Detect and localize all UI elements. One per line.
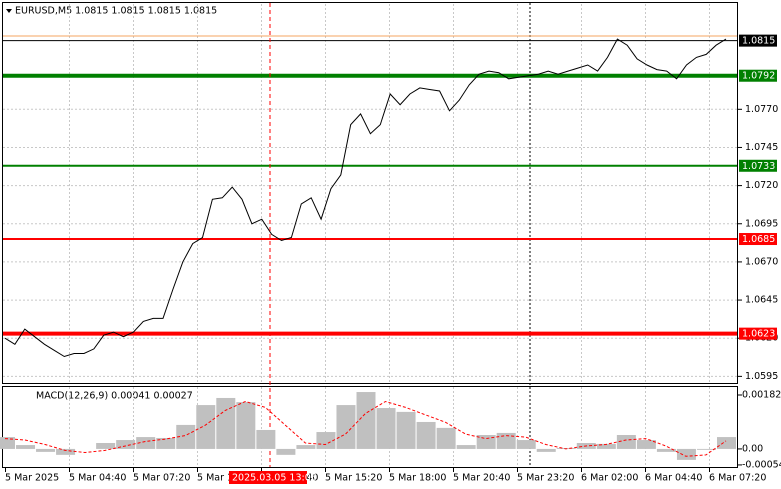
y-tick-label: 0.00 — [742, 443, 763, 454]
macd-bar — [596, 443, 616, 449]
macd-bar — [196, 405, 216, 449]
y-tick-label: 1.0695 — [745, 218, 778, 229]
macd-bar — [656, 448, 676, 452]
macd-bar — [136, 437, 156, 449]
macd-bar — [717, 437, 736, 449]
level-label: 1.0685 — [739, 233, 777, 246]
cursor-label-bg — [229, 471, 307, 484]
level-label-bg — [739, 233, 777, 246]
x-tick-label: 5 Mar 20:40 — [453, 473, 510, 484]
macd-bar — [276, 448, 296, 455]
level-label-text: 1.0623 — [742, 329, 775, 340]
macd-bar — [216, 397, 236, 449]
macd-bar — [56, 448, 76, 455]
macd-bar — [156, 437, 176, 449]
macd-bar — [176, 424, 196, 449]
level-label-bg — [739, 34, 777, 47]
chart-title: EURUSD,M5 1.0815 1.0815 1.0815 1.0815 — [15, 6, 217, 17]
level-label: 1.0623 — [739, 327, 777, 340]
x-tick-label: 5 Mar 2025 — [5, 473, 59, 484]
price-line — [4, 38, 727, 358]
macd-bar — [256, 429, 276, 449]
y-tick-label: 1.0770 — [745, 104, 778, 115]
macd-bar — [96, 443, 116, 449]
level-label-bg — [739, 69, 777, 82]
y-tick-label: 1.0645 — [745, 295, 778, 306]
x-tick-label: 6 Mar 04:40 — [645, 473, 702, 484]
macd-bar — [476, 435, 496, 449]
y-tick-label: -0.00054 — [742, 459, 781, 470]
macd-bar — [336, 405, 356, 449]
level-label-text: 1.0792 — [742, 71, 775, 82]
macd-bar — [696, 448, 716, 450]
level-label-text: 1.0815 — [742, 36, 775, 47]
y-tick-label: 1.0595 — [745, 371, 778, 382]
macd-bar — [436, 427, 456, 449]
macd-bar — [236, 402, 256, 449]
y-tick-label: 0.00182 — [742, 390, 781, 401]
macd-bar — [16, 445, 36, 449]
x-tick-label: 6 Mar 07:20 — [709, 473, 766, 484]
price-panel — [2, 2, 738, 384]
signal-line — [4, 400, 727, 457]
y-tick-label: 1.0745 — [745, 142, 778, 153]
macd-bar — [616, 435, 636, 449]
macd-bar — [416, 421, 436, 449]
macd-bar — [316, 432, 336, 449]
x-tick-label: 6 Mar 02:00 — [581, 473, 638, 484]
macd-title: MACD(12,26,9) 0.00041 0.00027 — [36, 391, 193, 402]
macd-bar — [116, 440, 136, 449]
y-tick-label: 1.0720 — [745, 180, 778, 191]
x-tick-label: 5 Mar 15:20 — [325, 473, 382, 484]
macd-bar — [356, 392, 376, 449]
x-tick-label: 5 Mar 04:40 — [69, 473, 126, 484]
x-tick-label: 5 Mar 23:20 — [517, 473, 574, 484]
macd-bar — [396, 411, 416, 449]
x-tick-label: 5 Mar 10:00 — [197, 473, 254, 484]
menu-arrow — [6, 9, 12, 13]
macd-bar — [0, 437, 15, 449]
level-label: 1.0815 — [739, 34, 777, 47]
level-label-text: 1.0685 — [742, 234, 775, 245]
x-tick-label: 5 Mar 18:00 — [389, 473, 446, 484]
macd-panel — [2, 386, 738, 468]
macd-bar — [456, 445, 476, 449]
level-label-bg — [739, 327, 777, 340]
macd-bar — [636, 440, 656, 449]
macd-bar — [36, 448, 56, 452]
macd-bar — [296, 445, 316, 449]
macd-bar — [376, 408, 396, 449]
level-label: 1.0792 — [739, 69, 777, 82]
macd-bar — [496, 432, 516, 449]
cursor-label: 2025.03.05 13:05 — [232, 473, 317, 484]
level-label-bg — [739, 159, 777, 172]
macd-bar — [516, 440, 536, 449]
level-label: 1.0733 — [739, 159, 777, 172]
x-tick-label: 5 Mar 07:20 — [133, 473, 190, 484]
y-tick-label: 1.0670 — [745, 256, 778, 267]
level-label-text: 1.0733 — [742, 161, 775, 172]
macd-bar — [676, 448, 696, 460]
macd-bar — [536, 448, 556, 452]
